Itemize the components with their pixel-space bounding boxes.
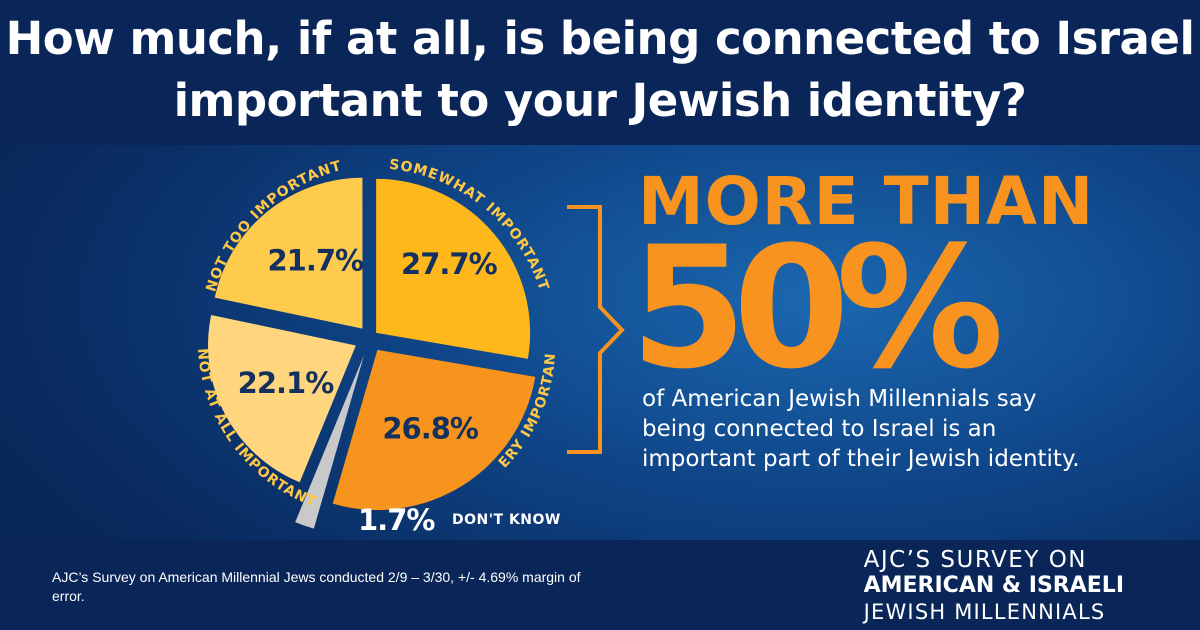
category-label-dont-know: DON'T KNOW — [452, 512, 561, 528]
value-label-very-important: 26.8% — [382, 412, 479, 446]
callout-headline: MORE THAN — [638, 163, 1095, 240]
footnote: AJC’s Survey on American Millennial Jews… — [52, 569, 581, 604]
value-label-not-at-all-important: 22.1% — [238, 366, 335, 400]
brand-line-1: AJC’S SURVEY ON — [863, 547, 1087, 573]
footer-band — [0, 540, 1200, 630]
callout-bracket — [567, 205, 625, 454]
value-label-dont-know: 1.7% — [358, 503, 435, 537]
pie-slice-not-too-important — [214, 177, 363, 329]
chart-title: How much, if at all, is being connected … — [5, 12, 1195, 127]
pie-slice-somewhat-important — [376, 178, 531, 359]
value-label-somewhat-important: 27.7% — [401, 247, 498, 281]
callout-big-number: 50% — [630, 210, 1004, 406]
pie-slice-very-important — [332, 349, 536, 511]
brand-line-3: JEWISH MILLENNIALS — [863, 600, 1106, 624]
pie-slice-not-at-all-important — [208, 315, 356, 483]
callout-description: of American Jewish Millennials say being… — [642, 386, 1080, 472]
pie-slice-dont-know — [295, 354, 365, 529]
value-label-not-too-important: 21.7% — [267, 244, 364, 278]
title-band — [0, 0, 1200, 145]
brand-line-2: AMERICAN & ISRAELI — [863, 573, 1124, 598]
brand-logo: AJC’S SURVEY ON AMERICAN & ISRAELI JEWIS… — [864, 547, 1124, 625]
